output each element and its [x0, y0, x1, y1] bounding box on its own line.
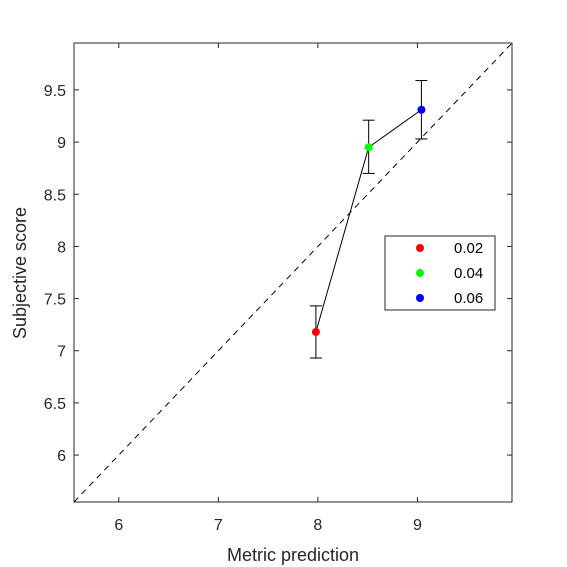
data-point [311, 327, 320, 336]
legend-marker [416, 244, 424, 252]
x-tick-label: 9 [413, 517, 422, 534]
legend-box [384, 235, 496, 311]
x-tick-label: 7 [214, 517, 223, 534]
legend: 0.02 0.04 0.06 [384, 235, 496, 311]
reference-diagonal [73, 42, 513, 503]
y-tick-label: 6 [57, 448, 66, 465]
y-tick-label: 7 [57, 344, 66, 361]
x-axis-label: Metric prediction [227, 545, 359, 565]
legend-label: 0.04 [454, 265, 483, 282]
y-tick-label: 8 [57, 239, 66, 256]
y-axis-label: Subjective score [10, 207, 30, 339]
y-tick-label: 6.5 [44, 396, 66, 413]
legend-label: 0.02 [454, 240, 483, 257]
legend-marker [416, 294, 424, 302]
y-tick-label: 9.5 [44, 83, 66, 100]
data-point [417, 105, 426, 114]
legend-label: 0.06 [454, 290, 483, 307]
y-tick-label: 8.5 [44, 187, 66, 204]
data-point [364, 143, 373, 152]
y-tick-label: 9 [57, 135, 66, 152]
x-tick-label: 8 [313, 517, 322, 534]
x-tick-label: 6 [114, 517, 123, 534]
legend-marker [416, 269, 424, 277]
y-tick-label: 7.5 [44, 292, 66, 309]
